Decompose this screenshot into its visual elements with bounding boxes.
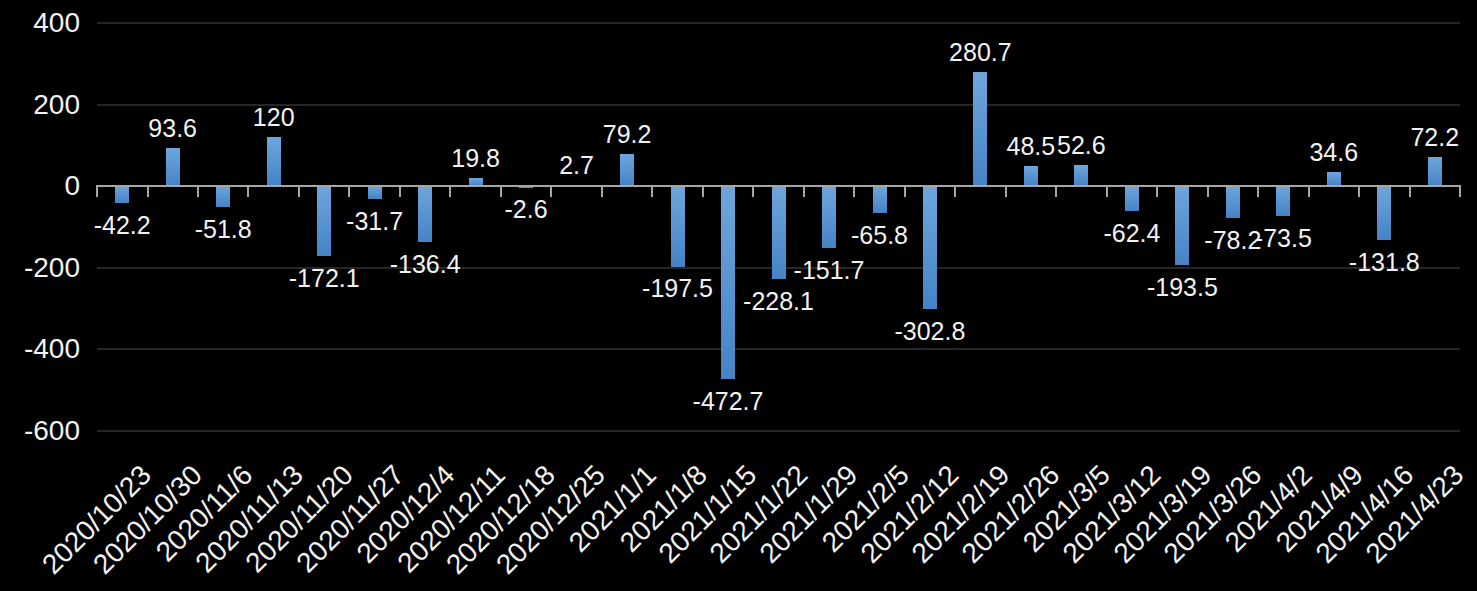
- x-axis-labels: 2020/10/232020/10/302020/11/62020/11/132…: [0, 0, 1477, 591]
- bar-chart: 4002000-200-400-600 -42.293.6-51.8120-17…: [0, 0, 1477, 591]
